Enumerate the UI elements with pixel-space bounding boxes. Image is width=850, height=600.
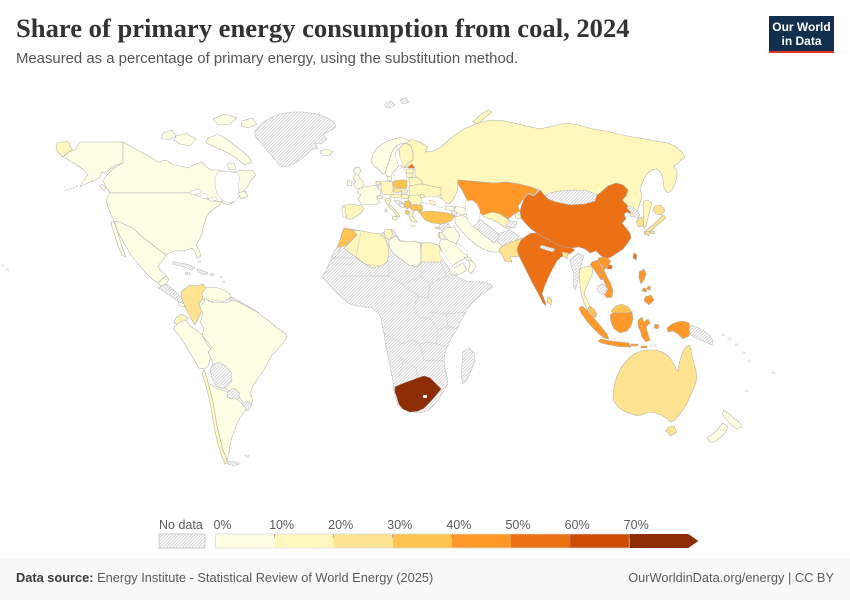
svg-text:20%: 20%	[328, 518, 353, 532]
svg-text:40%: 40%	[446, 518, 471, 532]
svg-text:10%: 10%	[269, 518, 294, 532]
svg-text:70%: 70%	[624, 518, 649, 532]
svg-text:60%: 60%	[565, 518, 590, 532]
svg-text:50%: 50%	[505, 518, 530, 532]
svg-text:30%: 30%	[387, 518, 412, 532]
svg-text:0%: 0%	[213, 518, 231, 532]
svg-text:No data: No data	[159, 518, 203, 532]
